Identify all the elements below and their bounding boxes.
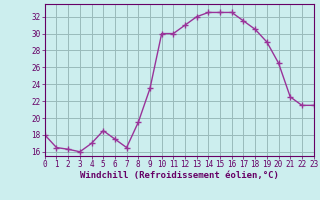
X-axis label: Windchill (Refroidissement éolien,°C): Windchill (Refroidissement éolien,°C) [80, 171, 279, 180]
